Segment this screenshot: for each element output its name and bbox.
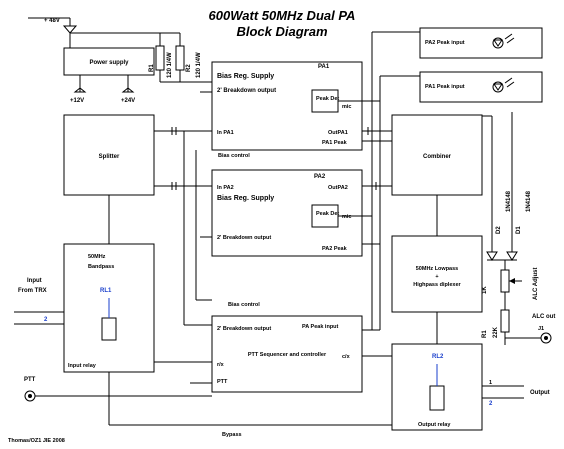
rl2-label: RL2 — [432, 354, 444, 360]
pa1-breakdown: 2' Breakdown output — [217, 88, 276, 94]
pa1-mic: mic — [342, 104, 351, 110]
pa2-out-label: OutPA2 — [328, 185, 348, 191]
ptt-ctx-label: c/x — [342, 354, 351, 360]
rl1-coil — [101, 317, 117, 341]
from-trx-label: From TRX — [18, 288, 47, 294]
pa2-block — [211, 169, 363, 257]
power-supply-block — [63, 47, 155, 76]
pa2-peak-label: PA2 Peak — [322, 246, 348, 252]
pa1-title: PA1 — [318, 64, 330, 70]
r2-bias-resistor — [175, 45, 185, 71]
r1-alc-value: 22K — [493, 326, 499, 338]
output-label: Output — [530, 390, 550, 396]
r1-bias-resistor — [155, 45, 165, 71]
r2-label: R2 — [186, 64, 192, 72]
ptt-sequencer-label: PTT Sequencer and controller — [248, 352, 327, 358]
bandpass-label-1: 50MHz — [88, 254, 106, 260]
pin-2-label: 2 — [489, 401, 493, 407]
j1-label: J1 — [538, 326, 544, 332]
bandpass-label-2: Bandpass — [88, 264, 114, 270]
out-12v-label: +12V — [70, 98, 84, 104]
ptt-rx-label: r/x — [217, 362, 225, 368]
input-relay-label: Input relay — [68, 363, 97, 369]
r1-alc-label: R1 — [482, 330, 488, 338]
bias-control-label-1: Bias control — [218, 153, 250, 159]
bypass-label: Bypass — [222, 432, 242, 438]
pa1-peak-label: PA1 Peak — [322, 140, 348, 146]
pa2-peak-indicator-label: PA2 Peak input — [425, 40, 465, 46]
r2-value: 120 1/4W — [196, 52, 202, 78]
pin-1-label: 1 — [489, 380, 492, 386]
out-24v-label: +24V — [121, 98, 135, 104]
r3-value: 1K — [482, 286, 488, 294]
diagram-title-line2: Block Diagram — [236, 24, 327, 39]
pa2-title: PA2 — [314, 174, 326, 180]
r3-resistor — [500, 269, 510, 293]
diagram-title-line1: 600Watt 50MHz Dual PA — [209, 8, 356, 23]
pa2-peak-indicator-block — [419, 27, 543, 59]
ptt-in-label: PTT — [217, 379, 228, 385]
ptt-breakdown-label: 2' Breakdown output — [217, 326, 271, 332]
svg-text:2: 2 — [44, 317, 48, 323]
pa2-peakdet-label: Peak Det — [316, 211, 339, 217]
pa1-out-label: OutPA1 — [328, 130, 348, 136]
output-relay-label: Output relay — [418, 422, 451, 428]
input-label: Input — [27, 278, 42, 284]
d1-value: 1N4148 — [526, 190, 532, 212]
d2-value: 1N4148 — [506, 190, 512, 212]
pa1-peak-indicator-block — [419, 71, 543, 103]
d2-label: D2 — [496, 226, 502, 234]
splitter-label: Splitter — [99, 154, 120, 160]
rl1-label: RL1 — [100, 288, 112, 294]
combiner-label: Combiner — [423, 154, 452, 160]
d1-label: D1 — [516, 226, 522, 234]
pa1-block — [211, 61, 363, 151]
pa1-peak-indicator-label: PA1 Peak input — [425, 84, 465, 90]
alc-out-label: ALC out — [532, 314, 555, 320]
pa2-mic: mic — [342, 214, 351, 220]
alc-adjust-label: ALC Adjust — [533, 268, 539, 300]
rl2-coil — [429, 385, 445, 411]
pa2-breakdown: 2' Breakdown output — [217, 235, 271, 241]
r1-alc-resistor — [500, 309, 510, 333]
power-supply-label: Power supply — [89, 60, 129, 66]
r1-label: R1 — [149, 64, 155, 72]
credit-text: Thomas/OZ1 JIE 2008 — [8, 438, 65, 444]
pa1-peakdet-label: Peak Det — [316, 96, 339, 102]
pa1-bias-supply: Bias Reg. Supply — [217, 73, 274, 80]
r1-value: 120 1/4W — [167, 52, 173, 78]
pa1-in-label: In PA1 — [217, 130, 234, 136]
ptt-input-label: PTT — [24, 377, 36, 383]
pa2-bias-supply: Bias Reg. Supply — [217, 195, 274, 202]
lowpass-label-2: + — [435, 274, 438, 280]
ptt-pa-peak-input: PA Peak input — [302, 324, 339, 330]
bias-control-label-2: Bias control — [228, 302, 260, 308]
lowpass-label-3: Highpass diplexer — [413, 282, 461, 288]
ptt-sequencer-block — [211, 315, 363, 393]
power-input-label: + 48V — [44, 18, 60, 24]
pa2-in-label: In PA2 — [217, 185, 234, 191]
lowpass-label-1: 50MHz Lowpass — [416, 266, 458, 272]
